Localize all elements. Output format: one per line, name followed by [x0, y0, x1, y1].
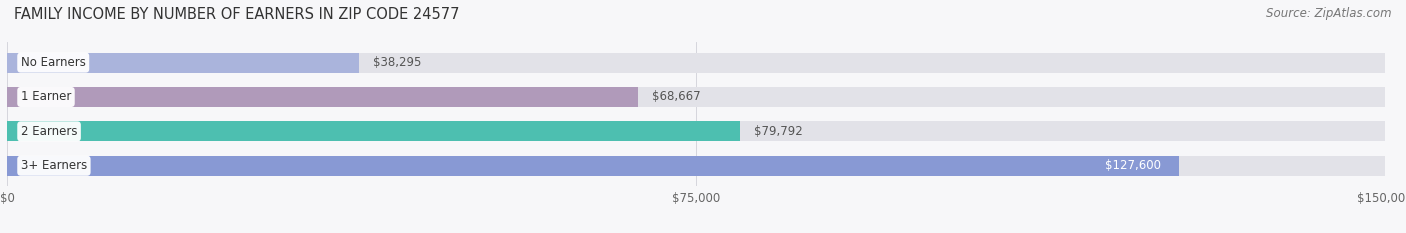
Text: No Earners: No Earners [21, 56, 86, 69]
Text: Source: ZipAtlas.com: Source: ZipAtlas.com [1267, 7, 1392, 20]
Bar [7, 121, 1385, 141]
Bar [7, 121, 740, 141]
Bar [7, 53, 359, 72]
Bar [7, 87, 638, 107]
Text: 2 Earners: 2 Earners [21, 125, 77, 138]
Text: $38,295: $38,295 [373, 56, 420, 69]
Text: 1 Earner: 1 Earner [21, 90, 72, 103]
Text: FAMILY INCOME BY NUMBER OF EARNERS IN ZIP CODE 24577: FAMILY INCOME BY NUMBER OF EARNERS IN ZI… [14, 7, 460, 22]
Text: $127,600: $127,600 [1105, 159, 1161, 172]
Bar [7, 156, 1180, 176]
Bar [7, 156, 1385, 176]
Text: $68,667: $68,667 [651, 90, 700, 103]
Text: 3+ Earners: 3+ Earners [21, 159, 87, 172]
Bar [7, 53, 1385, 72]
Bar [7, 87, 1385, 107]
Text: $79,792: $79,792 [754, 125, 803, 138]
